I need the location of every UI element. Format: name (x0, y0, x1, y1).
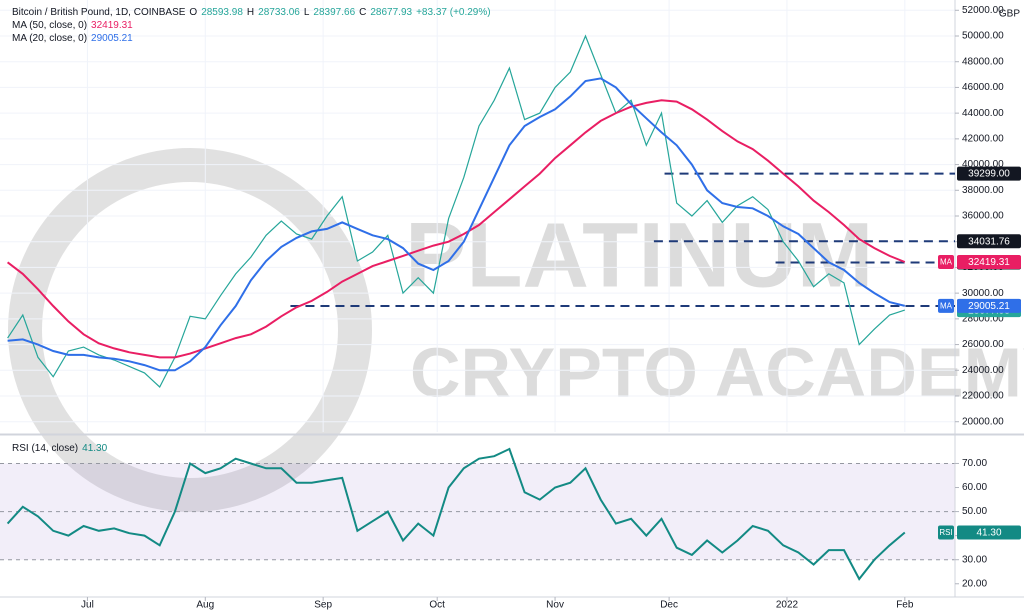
legend: RSI (14, close) 41.30 (12, 443, 108, 454)
y-tick-label: 50000.00 (962, 31, 1004, 42)
y-tick-label: 26000.00 (962, 339, 1004, 350)
ohlc-value: 28733.06 (258, 7, 300, 18)
ohlc-label: O (189, 7, 197, 18)
ohlc-value: 28397.66 (313, 7, 355, 18)
x-tick-label: Feb (896, 600, 914, 611)
legend-name: MA (20, close, 0) (12, 33, 87, 44)
value-tag-label: 29005.21 (968, 301, 1010, 312)
ohlc-value: 28677.93 (370, 7, 412, 18)
y-tick-label: 24000.00 (962, 365, 1004, 376)
y-tick-label: 36000.00 (962, 211, 1004, 222)
legend-name: MA (50, close, 0) (12, 20, 87, 31)
legend: MA (50, close, 0) 32419.31 (12, 20, 133, 31)
series-tag-box (938, 255, 954, 270)
y-tick-label: 30.00 (962, 554, 987, 565)
series-line (7, 77, 906, 372)
y-tick-label: 42000.00 (962, 133, 1004, 144)
y-tick-label: 28000.00 (962, 313, 1004, 324)
currency-label: GBP (999, 9, 1020, 20)
price-change: +83.37 (+0.29%) (416, 7, 491, 18)
series-line (6, 447, 906, 581)
legend-value: 41.30 (82, 443, 107, 454)
watermark-line2: CRYPTO ACADEMY (410, 333, 1024, 411)
series-tag: MA (940, 258, 953, 267)
legend-value: 32419.31 (91, 20, 133, 31)
legend: Bitcoin / British Pound, 1D, COINBASE O 28… (12, 7, 491, 18)
value-tag-label: 41.30 (976, 528, 1001, 539)
y-tick-label: 22000.00 (962, 391, 1004, 402)
y-tick-label: 52000.00 (962, 5, 1004, 16)
value-tag (957, 525, 1021, 540)
level-tag-label: 39299.00 (968, 169, 1010, 180)
legend: MA (20, close, 0) 29005.21 (12, 33, 133, 44)
y-tick-label: 30000.00 (962, 288, 1004, 299)
level-tag (957, 234, 1021, 249)
y-tick-label: 70.00 (962, 458, 987, 469)
value-tag (957, 255, 1021, 270)
level-tag (957, 166, 1021, 181)
series-tag: RSI (939, 528, 952, 537)
y-tick-label: 46000.00 (962, 82, 1004, 93)
legend-name: RSI (14, close) (12, 443, 78, 454)
ohlc-label: H (247, 7, 254, 18)
ohlc-value: 28593.98 (201, 7, 243, 18)
series-line (6, 99, 906, 359)
x-tick-label: Jul (81, 600, 94, 611)
chart-title: Bitcoin / British Pound, 1D, COINBASE (12, 7, 186, 18)
x-tick-label: Oct (429, 600, 445, 611)
ohlc-label: L (304, 7, 310, 18)
x-tick-label: Sep (314, 600, 332, 611)
y-tick-label: 60.00 (962, 482, 987, 493)
ohlc-label: C (359, 7, 366, 18)
series-tag-box (938, 525, 954, 540)
y-tick-label: 38000.00 (962, 185, 1004, 196)
y-tick-label: 48000.00 (962, 56, 1004, 67)
series-tag-box (938, 298, 954, 313)
y-tick-label: 20.00 (962, 578, 987, 589)
watermark: PLATINUM CRYPTO ACADEMY (8, 148, 1024, 512)
value-tag (957, 298, 1021, 313)
y-tick-label: 20000.00 (962, 416, 1004, 427)
series-tag: MA (940, 302, 953, 311)
legend-value: 29005.21 (91, 33, 133, 44)
x-tick-label: 2022 (776, 600, 799, 611)
x-tick-label: Nov (546, 600, 564, 611)
series-line (7, 34, 905, 388)
y-tick-label: 50.00 (962, 506, 987, 517)
value-tag-label: 32419.31 (968, 257, 1010, 268)
x-tick-label: Aug (196, 600, 214, 611)
y-tick-label: 40000.00 (962, 159, 1004, 170)
x-tick-label: Dec (660, 600, 678, 611)
y-tick-label: 44000.00 (962, 108, 1004, 119)
level-tag-label: 34031.76 (968, 236, 1010, 247)
